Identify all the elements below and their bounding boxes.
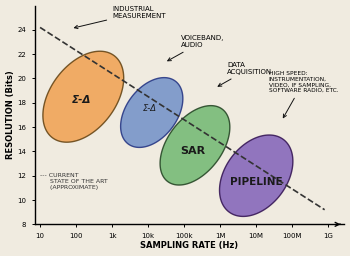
Text: PIPELINE: PIPELINE <box>230 177 282 187</box>
X-axis label: SAMPLING RATE (Hz): SAMPLING RATE (Hz) <box>140 241 239 250</box>
Polygon shape <box>43 51 124 142</box>
Text: Σ-Δ: Σ-Δ <box>143 104 157 113</box>
Text: DATA
ACQUISITION: DATA ACQUISITION <box>218 62 273 86</box>
Text: --- CURRENT
     STATE OF THE ART
     (APPROXIMATE): --- CURRENT STATE OF THE ART (APPROXIMAT… <box>40 173 108 190</box>
Text: VOICEBAND,
AUDIO: VOICEBAND, AUDIO <box>168 35 224 61</box>
Polygon shape <box>160 106 230 185</box>
Y-axis label: RESOLUTION (Bits): RESOLUTION (Bits) <box>6 71 15 159</box>
Text: SAR: SAR <box>181 146 206 156</box>
Text: HIGH SPEED:
INSTRUMENTATION,
VIDEO, IF SAMPLING,
SOFTWARE RADIO, ETC.: HIGH SPEED: INSTRUMENTATION, VIDEO, IF S… <box>269 71 338 118</box>
Text: Σ-Δ: Σ-Δ <box>72 95 91 105</box>
Polygon shape <box>121 78 183 147</box>
Text: INDUSTRIAL
MEASUREMENT: INDUSTRIAL MEASUREMENT <box>75 6 166 29</box>
Polygon shape <box>219 135 293 216</box>
